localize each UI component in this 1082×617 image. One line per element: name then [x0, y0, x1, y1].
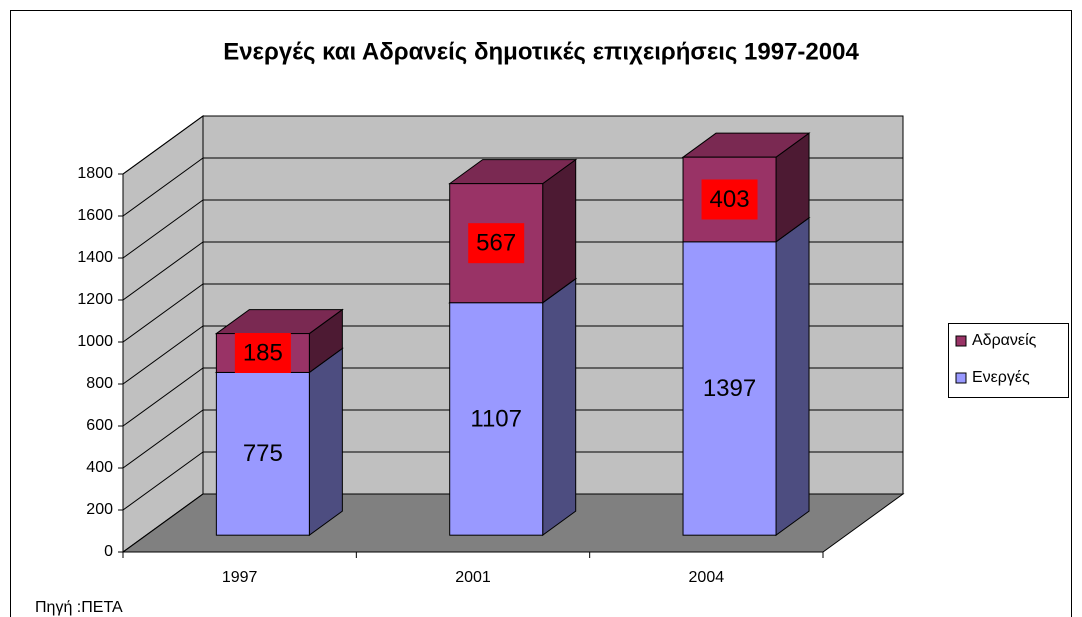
- y-tick-label: 1400: [77, 249, 113, 266]
- bar-side: [775, 216, 810, 537]
- y-tick-label: 1600: [77, 207, 113, 224]
- y-tick-label: 1000: [77, 333, 113, 350]
- data-label: 567: [476, 230, 516, 257]
- legend-swatch: [955, 335, 967, 347]
- grid-line: [122, 115, 903, 175]
- side-wall: [122, 115, 204, 553]
- grid-line: [122, 157, 903, 217]
- y-tick-label: 1200: [77, 291, 113, 308]
- bar-side: [542, 277, 577, 537]
- data-label-bg: [701, 179, 758, 220]
- grid-line: [122, 409, 903, 469]
- bar: [215, 371, 310, 536]
- grid-line: [122, 367, 903, 427]
- y-tick-label: 200: [86, 501, 113, 518]
- bar: [449, 302, 544, 536]
- x-tick-label: 2001: [455, 569, 491, 586]
- legend-label: Αδρανείς: [972, 332, 1037, 349]
- data-label-bg: [468, 223, 525, 264]
- y-tick-label: 400: [86, 459, 113, 476]
- grid-line: [122, 493, 903, 553]
- y-tick-label: 800: [86, 375, 113, 392]
- y-tick-label: 1800: [77, 165, 113, 182]
- grid-line: [122, 199, 903, 259]
- grid-line: [122, 283, 903, 343]
- data-label: 403: [710, 186, 750, 213]
- grid-line: [122, 241, 903, 301]
- data-label: 1107: [470, 405, 522, 432]
- grid-line: [122, 451, 903, 511]
- legend-label: Ενεργές: [972, 369, 1030, 386]
- legend-swatch: [955, 372, 967, 384]
- data-label: 775: [243, 440, 283, 467]
- source-note: Πηγή :ΠΕΤΑ: [35, 599, 123, 616]
- chart-title: Ενεργές και Αδρανείς δημοτικές επιχειρήσ…: [223, 38, 859, 65]
- grid-line: [122, 325, 903, 385]
- data-label: 1397: [703, 375, 756, 402]
- bar: [682, 241, 777, 536]
- legend-box: [948, 323, 1069, 398]
- x-tick-label: 1997: [222, 569, 258, 586]
- y-tick-label: 600: [86, 417, 113, 434]
- data-label: 185: [243, 339, 283, 366]
- data-label-bg: [234, 333, 291, 374]
- bar-side: [308, 347, 343, 537]
- x-tick-label: 2004: [689, 569, 725, 586]
- bar-side: [542, 158, 577, 304]
- y-tick-label: 0: [104, 543, 113, 560]
